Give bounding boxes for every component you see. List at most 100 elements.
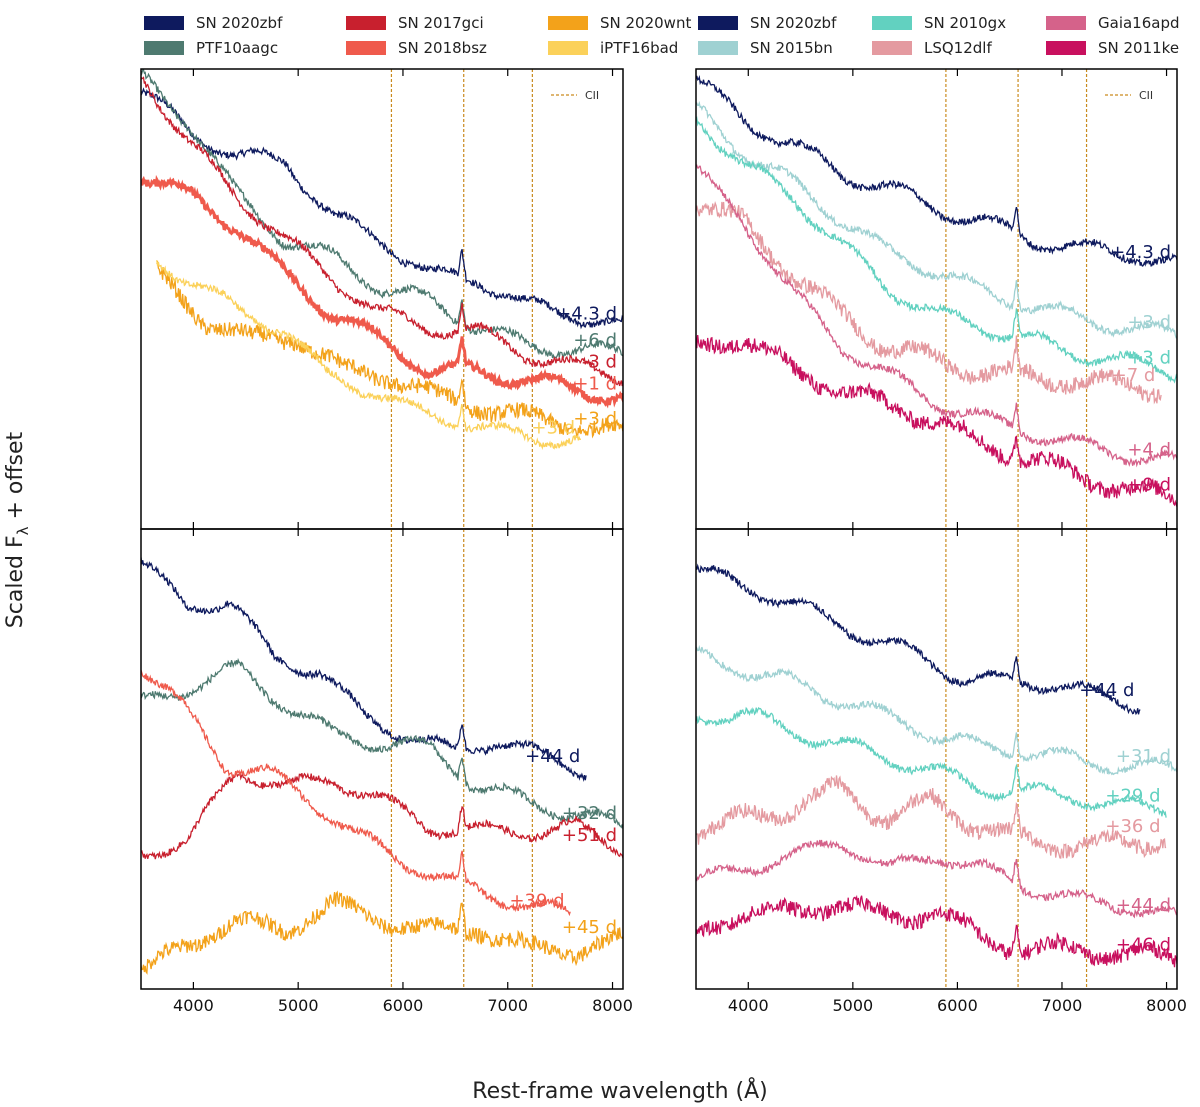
x-tick-label-8000: 8000 (592, 996, 633, 1015)
spectrum-ptf10aagc-top-left (141, 69, 623, 359)
spectrum-sn-2015bn-bottom-right (696, 644, 1177, 776)
epoch-label-sn-2011ke-bottom-right: +46 d (1116, 934, 1171, 955)
legend-swatch-sn-2020wnt (548, 16, 588, 30)
spectrum-lsq12dlf-bottom-right (696, 775, 1167, 859)
legend-left: SN 2020zbf PTF10aagc SN 2017gci SN 2018bsz S… (144, 14, 691, 57)
legend-label-sn-2020zbf: SN 2020zbf (750, 14, 837, 32)
spectrum-gaia16apd-top-right (696, 164, 1177, 468)
legend-label-sn-2017gci: SN 2017gci (398, 14, 484, 32)
legend-label-sn-2010gx: SN 2010gx (924, 14, 1006, 32)
x-tick-label-7000: 7000 (1042, 996, 1083, 1015)
panel-frame-bottom-right (695, 528, 1178, 990)
spectrum-sn-2010gx-top-right (696, 115, 1177, 384)
epoch-label-sn-2017gci-bottom-left: +51 d (562, 825, 617, 846)
spectrum-sn-2011ke-bottom-right (696, 894, 1177, 968)
epoch-label-gaia16apd-top-right: +4 d (1127, 439, 1171, 460)
spectra-bottom-left (141, 557, 623, 975)
epoch-label-sn-2015bn-top-right: +3 d (1127, 312, 1171, 333)
epoch-label-ptf10aagc-top-left: +6 d (573, 330, 617, 351)
epoch-label-sn-2011ke-top-right: +9 d (1127, 474, 1171, 495)
epoch-label-sn-2020zbf-top-right: +4.3 d (1110, 242, 1171, 263)
y-axis-title-main: Scaled F (3, 535, 28, 628)
x-tick-label-8000: 8000 (1146, 996, 1187, 1015)
legend-label-ptf10aagc: PTF10aagc (196, 39, 278, 57)
spectrum-sn-2010gx-bottom-right (696, 706, 1167, 818)
y-axis-title: Scaled Fλ + offset (3, 431, 32, 628)
epoch-label-ptf10aagc-bottom-left: +32 d (562, 803, 617, 824)
epoch-label-gaia16apd-bottom-right: +44 d (1116, 895, 1171, 916)
epoch-label-sn-2020wnt-top-left: +3 d (573, 409, 617, 430)
legend-swatch-gaia16apd (1046, 16, 1086, 30)
spectrum-sn-2020wnt-bottom-left (141, 890, 623, 975)
legend-label-sn-2011ke: SN 2011ke (1098, 39, 1179, 57)
spectrum-sn-2020zbf-bottom-right (696, 563, 1141, 716)
legend-label-sn-2018bsz: SN 2018bsz (398, 39, 487, 57)
panel-frame-top-left (140, 68, 624, 530)
legend-swatch-sn-2020zbf (698, 16, 738, 30)
spectrum-lsq12dlf-top-right (696, 200, 1162, 405)
epoch-label-lsq12dlf-bottom-right: +36 d (1105, 816, 1160, 837)
legend-label-sn-2020zbf: SN 2020zbf (196, 14, 283, 32)
epoch-label-sn-2017gci-top-left: -3 d (582, 352, 617, 373)
epoch-label-sn-2015bn-bottom-right: +31 d (1116, 746, 1171, 767)
spectrum-ptf10aagc-bottom-left (141, 657, 623, 830)
epoch-label-sn-2020zbf-bottom-left: +44 d (525, 746, 580, 767)
epoch-label-sn-2020wnt-bottom-left: +45 d (562, 917, 617, 938)
legend-right: SN 2020zbf SN 2015bn SN 2010gx LSQ12dlf Gaia… (698, 14, 1180, 57)
legend-swatch-sn-2011ke (1046, 41, 1086, 55)
legend-label-lsq12dlf: LSQ12dlf (924, 39, 992, 57)
legend-swatch-sn-2020zbf (144, 16, 184, 30)
legend-swatch-sn-2018bsz (346, 41, 386, 55)
y-axis-title-rest: + offset (3, 431, 28, 526)
x-tick-label-6000: 6000 (937, 996, 978, 1015)
spectrum-sn-2011ke-top-right (696, 335, 1177, 507)
legend-label-iptf16bad: iPTF16bad (600, 39, 678, 57)
x-tick-label-4000: 4000 (173, 996, 214, 1015)
spectrum-sn-2018bsz-bottom-left (141, 669, 571, 917)
spectra-bottom-right (696, 563, 1177, 968)
x-tick-label-5000: 5000 (278, 996, 319, 1015)
epoch-label-iptf16bad-top-left: +3 d (531, 417, 575, 438)
spectrum-sn-2017gci-top-left (141, 76, 623, 387)
spectrum-sn-2020zbf-top-left (141, 87, 623, 330)
spectrum-sn-2020zbf-top-right (696, 74, 1177, 267)
epoch-label-sn-2020zbf-bottom-right: +44 d (1079, 680, 1134, 701)
panel-bottom-left: +44 d +32 d+51 d +39 d +45 d 4000 5000 6000 700… (140, 528, 633, 1015)
spectra-top-right (696, 74, 1177, 507)
x-tick-label-7000: 7000 (487, 996, 528, 1015)
x-tick-label-4000: 4000 (728, 996, 769, 1015)
panel-frame-bottom-left (140, 528, 624, 990)
epoch-label-sn-2010gx-bottom-right: +29 d (1105, 785, 1160, 806)
spectrum-sn-2017gci-bottom-left (141, 771, 623, 860)
spectrum-sn-2015bn-top-right (696, 100, 1177, 339)
spectrum-sn-2020wnt-top-left (156, 260, 623, 440)
spectra-top-left (141, 69, 623, 450)
epoch-label-sn-2020zbf-top-left: +4.3 d (556, 303, 617, 324)
spectrum-gaia16apd-bottom-right (696, 839, 1177, 919)
spectrum-sn-2020zbf-bottom-left (141, 557, 587, 782)
epoch-label-sn-2018bsz-bottom-left: +39 d (509, 891, 564, 912)
cii-legend-label: CII (585, 89, 599, 102)
legend-label-sn-2015bn: SN 2015bn (750, 39, 833, 57)
epoch-label-sn-2010gx-top-right: +3 d (1127, 347, 1171, 368)
panel-top-left: +4.3 d +6 d-3 d+1 d +3 d+3 d CII (140, 68, 624, 530)
y-axis-title-subscript: λ (14, 526, 32, 535)
legend-swatch-lsq12dlf (872, 41, 912, 55)
epoch-label-sn-2018bsz-top-left: +1 d (573, 374, 617, 395)
epoch-label-lsq12dlf-top-right: +7 d (1112, 365, 1156, 386)
legend-label-gaia16apd: Gaia16apd (1098, 14, 1180, 32)
spectrum-iptf16bad-top-left (156, 260, 582, 450)
cii-legend-label: CII (1139, 89, 1153, 102)
legend-label-sn-2020wnt: SN 2020wnt (600, 14, 691, 32)
spectrum-sn-2018bsz-top-left (141, 174, 623, 409)
x-tick-label-5000: 5000 (832, 996, 873, 1015)
legend-swatch-ptf10aagc (144, 41, 184, 55)
x-tick-label-6000: 6000 (383, 996, 424, 1015)
x-axis-title: Rest-frame wavelength (Å) (472, 1077, 767, 1104)
legend-swatch-sn-2017gci (346, 16, 386, 30)
panel-bottom-right: +44 d +31 d +29 d +36 d +44 d +46 d 4000 5000 60… (695, 528, 1187, 1015)
legend-swatch-iptf16bad (548, 41, 588, 55)
